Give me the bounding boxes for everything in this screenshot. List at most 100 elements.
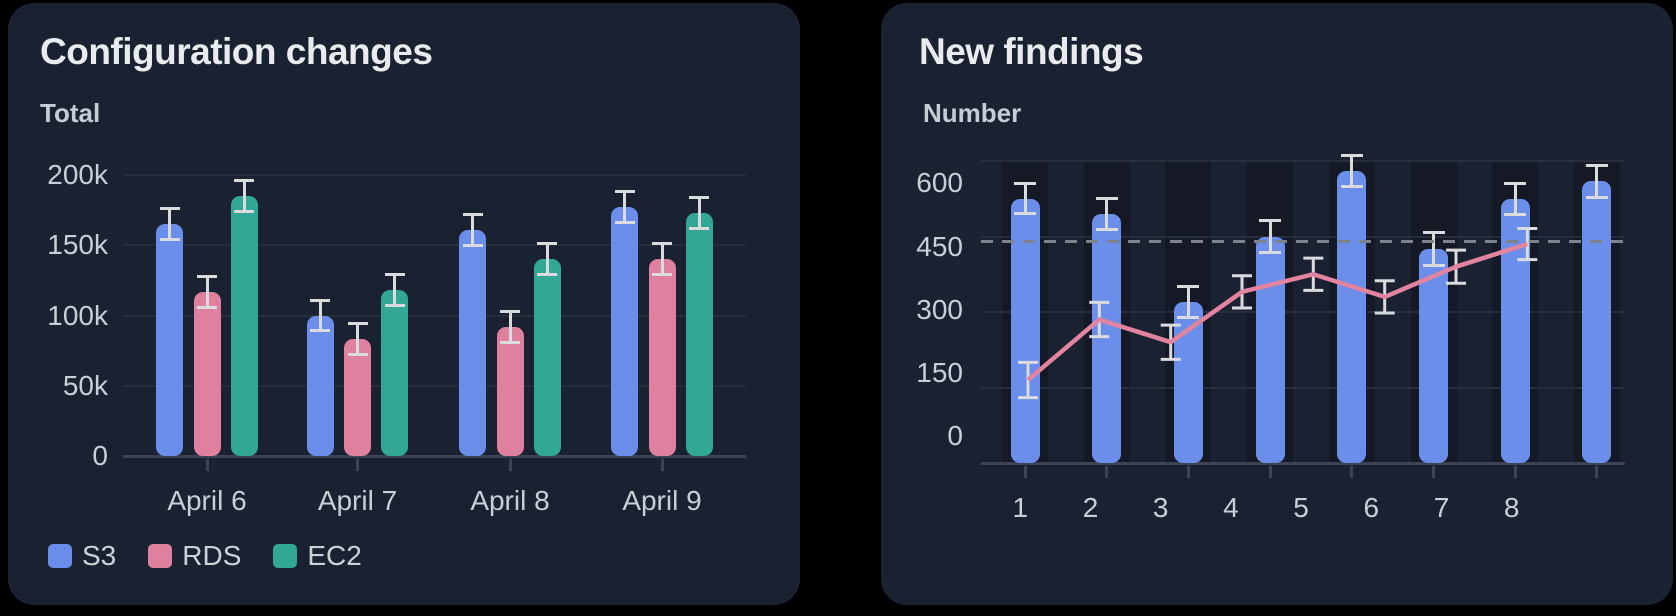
left-y-axis-title: Total bbox=[40, 98, 101, 128]
error-bar-cap bbox=[159, 207, 180, 211]
findings-bar[interactable] bbox=[1337, 171, 1367, 463]
error-bar-cap bbox=[462, 243, 483, 247]
reference-line bbox=[981, 240, 1625, 244]
bar-s3[interactable] bbox=[611, 207, 639, 456]
legend-label: EC2 bbox=[307, 540, 362, 571]
bar-rds[interactable] bbox=[193, 291, 221, 456]
right-chart-title: New findings bbox=[919, 31, 1144, 72]
error-bar-cap bbox=[1014, 212, 1036, 216]
legend-swatch-s3 bbox=[48, 544, 72, 568]
x-tick-mark bbox=[1268, 466, 1272, 478]
error-bar bbox=[1432, 232, 1435, 266]
error-bar-cap bbox=[537, 242, 558, 246]
error-bar-cap bbox=[500, 340, 520, 344]
new-findings-panel: New findings Number 0 150 300 450 600 1 2 3 4 5 6 7… bbox=[881, 3, 1673, 605]
bar-rds[interactable] bbox=[344, 339, 371, 456]
left-chart-title: Configuration changes bbox=[40, 31, 433, 72]
error-bar bbox=[1350, 155, 1354, 187]
error-bar bbox=[623, 191, 627, 223]
error-bar-cap bbox=[197, 305, 217, 309]
legend-label: RDS bbox=[182, 540, 242, 571]
legend-item-s3[interactable]: S3 bbox=[48, 540, 116, 572]
findings-bar[interactable] bbox=[1092, 213, 1122, 463]
y-tick-label: 0 bbox=[947, 420, 963, 452]
trend-line[interactable] bbox=[1026, 241, 1528, 382]
x-tick-label: 7 bbox=[1433, 492, 1450, 523]
bar-s3[interactable] bbox=[306, 315, 334, 456]
error-bar bbox=[660, 243, 664, 275]
bar-s3[interactable] bbox=[156, 224, 184, 456]
bar-ec2[interactable] bbox=[685, 212, 713, 456]
error-bar-cap bbox=[234, 210, 255, 214]
x-tick-label: April 9 bbox=[622, 485, 702, 516]
x-axis-line bbox=[981, 462, 1625, 465]
x-tick-mark bbox=[1432, 466, 1435, 478]
x-tick-mark bbox=[1105, 466, 1109, 478]
error-bar-cap bbox=[1504, 212, 1527, 216]
x-tick-label: April 6 bbox=[167, 485, 247, 516]
legend-swatch-ec2 bbox=[273, 544, 298, 568]
error-bar-cap bbox=[1177, 315, 1200, 319]
error-bar-cap bbox=[689, 195, 710, 199]
x-tick-mark bbox=[356, 459, 359, 471]
error-bar-cap bbox=[384, 273, 405, 277]
right-y-axis-title: Number bbox=[923, 98, 1022, 128]
error-bar-cap bbox=[1504, 181, 1527, 185]
error-bar-cap bbox=[1422, 231, 1445, 235]
error-bar-cap bbox=[1585, 163, 1608, 167]
line-error-bar bbox=[1018, 360, 1038, 400]
error-bar bbox=[1268, 220, 1272, 253]
bar-rds[interactable] bbox=[496, 326, 524, 456]
legend-label: S3 bbox=[82, 540, 117, 571]
bar-rds[interactable] bbox=[648, 259, 676, 456]
gridline bbox=[981, 311, 1625, 313]
error-bar-cap bbox=[384, 304, 405, 308]
legend-item-ec2[interactable]: EC2 bbox=[273, 540, 362, 572]
error-bar-cap bbox=[1095, 227, 1118, 231]
bar-ec2[interactable] bbox=[230, 196, 258, 456]
y-tick-label: 150 bbox=[916, 356, 963, 388]
findings-bar[interactable] bbox=[1582, 181, 1612, 463]
findings-bar[interactable] bbox=[1255, 236, 1285, 463]
y-tick-label: 200k bbox=[47, 159, 108, 190]
error-bar-cap bbox=[1014, 182, 1036, 186]
error-bar-cap bbox=[347, 353, 368, 357]
gridline bbox=[981, 235, 1625, 238]
error-bar-cap bbox=[1259, 250, 1282, 254]
error-bar bbox=[242, 180, 246, 212]
error-bar-cap bbox=[159, 238, 180, 242]
error-bar-cap bbox=[689, 226, 710, 230]
x-tick-label: 6 bbox=[1363, 492, 1380, 523]
error-bar bbox=[1186, 286, 1190, 318]
error-bar bbox=[1023, 183, 1027, 214]
x-tick-mark bbox=[1350, 466, 1354, 478]
error-bar bbox=[318, 300, 322, 331]
x-tick-mark bbox=[1513, 466, 1517, 478]
error-bar-cap bbox=[537, 273, 558, 277]
error-bar-cap bbox=[1177, 285, 1200, 289]
error-bar-cap bbox=[197, 274, 217, 278]
x-tick-label: 8 bbox=[1503, 492, 1520, 523]
x-tick-label: 1 bbox=[1012, 492, 1029, 523]
x-tick-mark bbox=[1023, 466, 1027, 478]
line-error-bar bbox=[1517, 226, 1538, 262]
x-tick-mark bbox=[660, 459, 664, 471]
x-axis-line bbox=[123, 455, 746, 458]
error-bar-cap bbox=[1422, 263, 1445, 267]
legend-item-rds[interactable]: RDS bbox=[148, 540, 241, 572]
error-bar bbox=[508, 311, 512, 343]
error-bar-cap bbox=[500, 309, 520, 313]
y-tick-label: 450 bbox=[916, 230, 963, 262]
bar-ec2[interactable] bbox=[381, 290, 409, 456]
bar-ec2[interactable] bbox=[533, 259, 561, 456]
x-tick-label: April 7 bbox=[317, 485, 398, 516]
legend-swatch-rds bbox=[148, 544, 173, 568]
error-bar-cap bbox=[1585, 195, 1608, 199]
bar-s3[interactable] bbox=[459, 229, 487, 456]
error-bar-cap bbox=[614, 221, 635, 225]
x-tick-mark bbox=[1595, 466, 1599, 478]
findings-bar[interactable] bbox=[1419, 249, 1448, 463]
gridline bbox=[123, 314, 746, 317]
y-tick-label: 600 bbox=[916, 167, 963, 199]
